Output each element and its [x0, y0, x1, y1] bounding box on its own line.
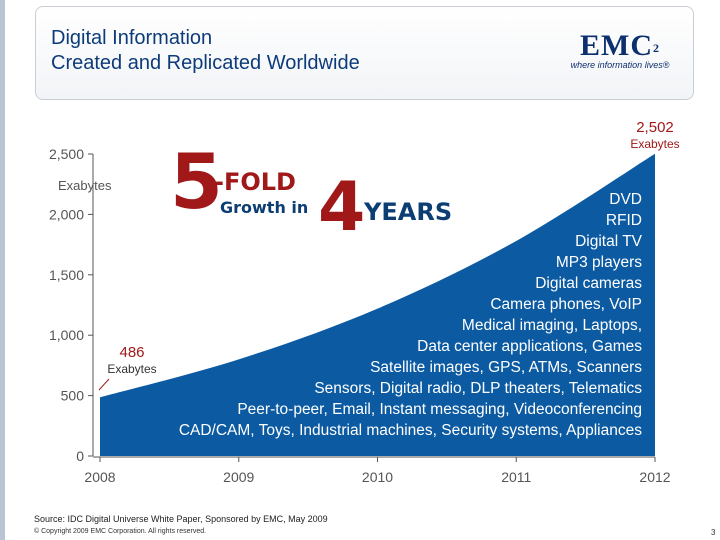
- start-pointer-line: [98, 378, 110, 391]
- annotation-label: Medical imaging, Laptops,: [462, 317, 642, 334]
- annotation-label: Digital TV: [575, 233, 643, 250]
- start-value-label: 486: [119, 344, 144, 361]
- annotation-label: MP3 players: [556, 254, 642, 271]
- y-tick-label: 1,000: [49, 327, 84, 343]
- headline-growth-in: Growth in: [220, 198, 308, 217]
- y-tick-label: 2,000: [49, 206, 84, 222]
- emc-logo: EMC2 where information lives®: [560, 30, 680, 71]
- slide-title: Digital Information Created and Replicat…: [51, 26, 360, 76]
- y-tick-label: 0: [76, 448, 84, 464]
- header-panel: [35, 6, 694, 100]
- annotation-label: Sensors, Digital radio, DLP theaters, Te…: [314, 380, 642, 397]
- end-unit-label: Exabytes: [630, 137, 679, 151]
- title-line-2: Created and Replicated Worldwide: [51, 52, 360, 74]
- headline-big-five: 5: [170, 137, 223, 226]
- annotation-label: DVD: [609, 191, 642, 208]
- y-tick-label: 1,500: [49, 267, 84, 283]
- end-value-label: 2,502: [636, 119, 674, 136]
- annotation-label: RFID: [606, 212, 642, 229]
- annotation-label: Satellite images, GPS, ATMs, Scanners: [370, 359, 642, 376]
- annotation-label: Peer-to-peer, Email, Instant messaging, …: [237, 401, 642, 418]
- x-tick-label: 2009: [223, 469, 254, 485]
- y-tick-label: 2,500: [49, 146, 84, 162]
- headline-big-four: 4: [318, 168, 365, 247]
- area-series: [100, 153, 655, 456]
- headline-fold: -FOLD: [214, 168, 296, 196]
- annotation-label: Camera phones, VoIP: [490, 296, 642, 313]
- logo-tagline: where information lives®: [570, 60, 670, 70]
- page-number: 3: [711, 528, 716, 537]
- slide-left-bar: [0, 0, 5, 540]
- start-unit-label: Exabytes: [107, 362, 156, 376]
- logo-text: EMC: [580, 29, 653, 62]
- x-tick-label: 2011: [501, 469, 531, 485]
- annotation-label: Data center applications, Games: [417, 338, 642, 355]
- annotation-label: CAD/CAM, Toys, Industrial machines, Secu…: [179, 422, 642, 439]
- x-tick-label: 2008: [84, 469, 115, 485]
- x-tick-label: 2012: [639, 469, 670, 485]
- logo-wordmark: EMC2: [560, 30, 680, 62]
- y-tick-label: 500: [61, 388, 85, 404]
- x-tick-label: 2010: [362, 469, 393, 485]
- logo-superscript: 2: [653, 41, 660, 55]
- headline-years: YEARS: [363, 198, 452, 226]
- annotation-label: Digital cameras: [535, 275, 642, 292]
- source-note: Source: IDC Digital Universe White Paper…: [34, 514, 328, 524]
- y-unit-label: Exabytes: [58, 178, 112, 193]
- title-line-1: Digital Information: [51, 27, 213, 49]
- copyright-note: © Copyright 2009 EMC Corporation. All ri…: [34, 528, 207, 535]
